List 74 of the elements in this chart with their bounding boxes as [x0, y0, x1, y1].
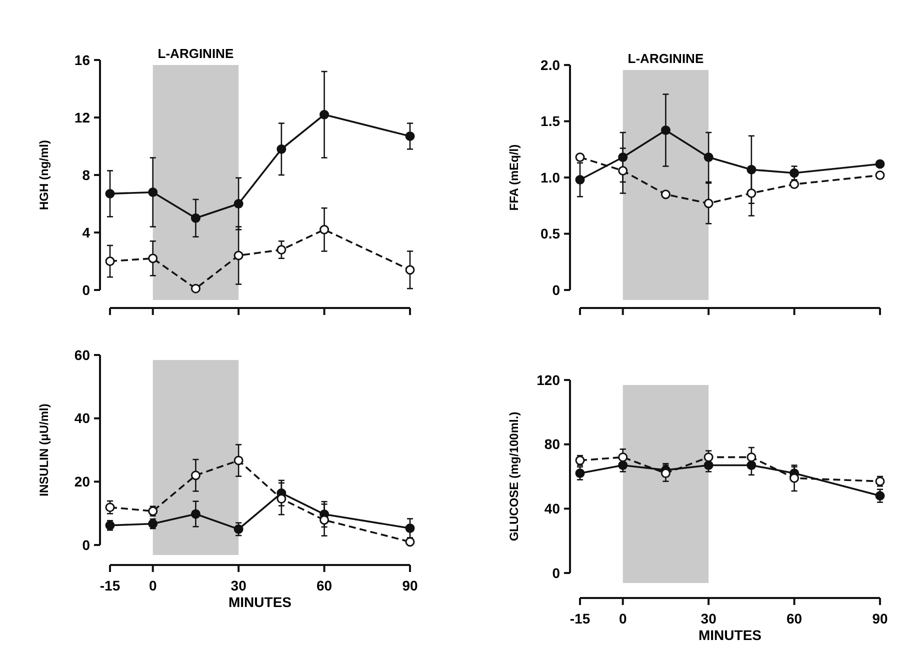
x-tick-label: 60 — [786, 610, 802, 626]
y-tick-label: 0 — [552, 282, 560, 298]
point — [105, 188, 115, 198]
x-tick-label: 90 — [402, 577, 418, 594]
y-tick-label: 8 — [82, 166, 90, 183]
band-label: L-ARGININE — [628, 51, 704, 66]
point — [405, 131, 415, 141]
point — [190, 284, 200, 294]
point — [704, 452, 714, 462]
point — [320, 224, 330, 234]
point — [875, 159, 885, 169]
y-tick-label: 0.5 — [540, 226, 560, 242]
point — [190, 213, 200, 223]
point — [875, 170, 885, 180]
x-tick-label: 30 — [700, 610, 717, 626]
x-axis-title: MINUTES — [228, 594, 292, 610]
point — [575, 468, 585, 478]
point — [148, 188, 158, 197]
y-tick-label: 120 — [536, 372, 560, 388]
y-tick-label: 40 — [74, 410, 90, 426]
x-tick-label: 0 — [618, 610, 627, 626]
point — [320, 110, 330, 120]
x-axis-title: MINUTES — [698, 627, 762, 643]
y-tick-label: 80 — [544, 436, 560, 452]
y-tick-label: 0 — [552, 564, 560, 581]
y-tick-label: 16 — [74, 52, 90, 68]
y-tick-label: 1.5 — [540, 113, 560, 130]
point — [234, 250, 244, 260]
point — [790, 168, 800, 178]
point — [190, 509, 200, 519]
x-tick-label: 60 — [316, 577, 332, 594]
point — [105, 256, 115, 266]
point — [746, 452, 756, 462]
band-label: L-ARGININE — [158, 46, 234, 61]
x-tick-label: -15 — [570, 610, 590, 626]
point — [234, 524, 244, 534]
y-tick-label: 0 — [82, 282, 90, 298]
y-tick-label: 60 — [74, 346, 90, 363]
point — [618, 452, 628, 462]
x-tick-label: -15 — [100, 577, 120, 594]
x-tick-label: 30 — [230, 577, 247, 594]
x-tick-label: 0 — [148, 577, 157, 594]
y-axis-title: FFA (mEq/l) — [507, 144, 521, 211]
point — [234, 456, 244, 466]
point — [276, 245, 286, 254]
y-axis-title: INSULIN (μU/ml) — [37, 404, 51, 496]
y-tick-label: 1.0 — [540, 169, 560, 186]
y-tick-label: 4 — [82, 224, 90, 240]
y-tick-label: 20 — [74, 474, 90, 490]
point — [704, 198, 714, 208]
point — [405, 265, 415, 275]
point — [234, 199, 244, 208]
y-axis-title: GLUCOSE (mg/100ml.) — [507, 412, 521, 542]
point — [320, 515, 330, 525]
point — [405, 523, 415, 533]
point — [276, 494, 286, 504]
point — [660, 190, 670, 200]
point — [105, 502, 115, 512]
point — [660, 126, 670, 135]
y-tick-label: 40 — [544, 500, 560, 517]
y-tick-label: 0 — [82, 536, 90, 553]
point — [276, 144, 286, 154]
point — [875, 491, 885, 501]
x-tick-label: 90 — [872, 610, 888, 626]
point — [746, 188, 756, 198]
point — [790, 473, 800, 483]
point — [575, 175, 585, 184]
point — [704, 152, 714, 162]
y-tick-label: 12 — [74, 109, 90, 126]
point — [618, 166, 628, 176]
y-tick-label: 2.0 — [540, 56, 560, 73]
y-axis-title: HGH (ng/ml) — [37, 140, 51, 210]
point — [190, 470, 200, 480]
point — [148, 254, 158, 264]
